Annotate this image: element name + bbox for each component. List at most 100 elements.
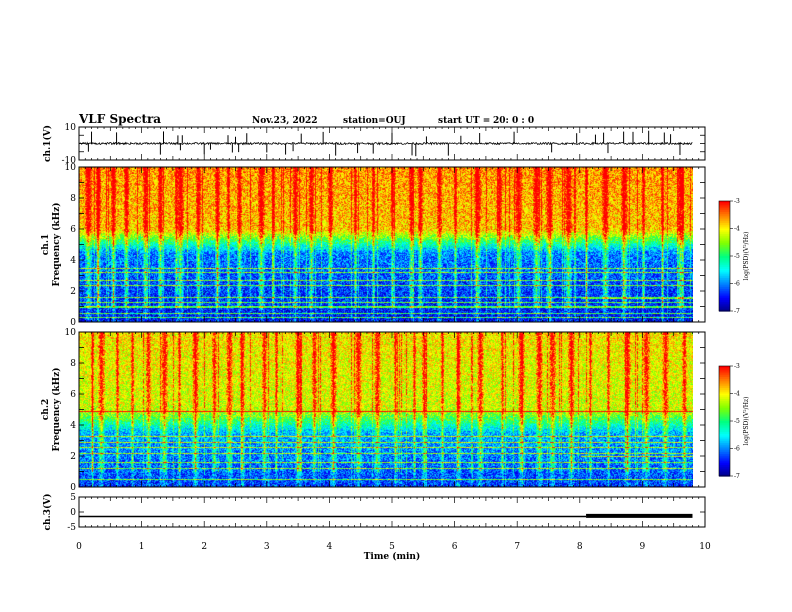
colorbar-segment [719, 459, 730, 462]
ch1-spec-y-tick-label: 10 [65, 163, 77, 173]
ch3-waveform-panel [79, 513, 693, 518]
colorbar-tick-label: -4 [734, 391, 740, 398]
station-label: station=OUJ [343, 116, 406, 126]
colorbar-tick-label: -4 [734, 226, 740, 233]
ch1-waveform-panel [78, 130, 693, 157]
ch2-spec-channel-label: ch.2 [41, 399, 51, 420]
colorbar-segment [719, 283, 730, 286]
colorbar-segment [719, 217, 730, 220]
colorbar-segment [719, 254, 730, 257]
colorbar-segment [719, 457, 730, 461]
colorbar-segment [719, 307, 730, 310]
colorbar-segment [719, 204, 730, 208]
colorbar-segment [719, 252, 730, 255]
colorbar-segment [719, 443, 730, 446]
date-label: Nov.23, 2022 [252, 116, 318, 126]
colorbar-segment [719, 241, 730, 244]
x-tick-label: 6 [452, 542, 458, 552]
colorbar-segment [719, 422, 730, 426]
colorbar-segment [719, 455, 730, 459]
colorbar-segment [719, 450, 730, 453]
colorbar-segment [719, 256, 730, 259]
ch1-spectrogram-panel [79, 167, 693, 322]
colorbar-segment [719, 303, 730, 307]
colorbar-segment [719, 263, 730, 266]
ch1-spec-ylabel: Frequency (kHz) [51, 202, 62, 286]
ch1-wave-y-tick-label: -10 [62, 156, 77, 166]
colorbar-segment [719, 397, 730, 400]
colorbar-segment [719, 411, 730, 415]
colorbar-segment [719, 377, 730, 380]
colorbar-segment [719, 261, 730, 264]
colorbar-segment [719, 417, 730, 420]
colorbar-segment [719, 237, 730, 241]
colorbar-segment [719, 278, 730, 281]
colorbar-segment [719, 208, 730, 211]
colorbar-segment [719, 463, 730, 466]
colorbar-segment [719, 400, 730, 404]
colorbar-segment [719, 309, 730, 312]
ch1-spec-channel-label: ch.1 [41, 234, 51, 255]
x-tick-label: 10 [699, 542, 711, 552]
x-tick-label: 0 [76, 542, 82, 552]
colorbar-segment [719, 367, 730, 371]
colorbar-segment [719, 296, 730, 299]
x-tick-label: 1 [139, 542, 145, 552]
colorbar-segment [719, 230, 730, 233]
colorbar-segment [719, 373, 730, 376]
colorbar-tick-label: -3 [734, 363, 740, 370]
ch2-spec-y-tick-label: 4 [70, 421, 76, 431]
colorbar-segment [719, 439, 730, 442]
ch1-waveform-ylabel: ch.1(V) [42, 125, 53, 162]
ch3-wave-y-tick-label: 5 [70, 493, 76, 503]
colorbar-segment [719, 435, 730, 439]
colorbar-segment [719, 257, 730, 261]
colorbar-segment [719, 285, 730, 288]
colorbar-segment [719, 301, 730, 305]
colorbar-segment [719, 444, 730, 448]
colorbar-segment [719, 386, 730, 389]
ch2-colorbar: -3 -4 -5 -6 -7 log(PSD)(V²/Hz) [718, 363, 750, 480]
colorbar-segment [719, 265, 730, 268]
colorbar-segment [719, 461, 730, 464]
colorbar-segment [719, 246, 730, 250]
colorbar-segment [719, 300, 730, 303]
colorbar-segment [719, 474, 730, 477]
x-axis-label: Time (min) [364, 551, 421, 562]
colorbar-segment [719, 272, 730, 275]
colorbar-segment [719, 454, 730, 457]
colorbar-segment [719, 465, 730, 468]
ch2-spec-y-tick-label: 0 [70, 483, 76, 493]
colorbar-segment [719, 219, 730, 222]
colorbar-tick-label: -7 [734, 308, 740, 315]
ch1-spec-y-tick-label: 0 [70, 318, 76, 328]
colorbar-segment [719, 391, 730, 395]
ch1-spec-y-tick-label: 2 [70, 287, 76, 297]
colorbar-segment [719, 259, 730, 263]
colorbar-segment [719, 389, 730, 393]
colorbar-segment [719, 399, 730, 402]
colorbar-segment [719, 421, 730, 424]
colorbar-segment [719, 245, 730, 248]
colorbar-segment [719, 270, 730, 274]
colorbar-segment [719, 287, 730, 290]
colorbar-segment [719, 384, 730, 387]
colorbar-tick-label: -6 [734, 446, 740, 453]
x-tick-label: 5 [389, 542, 395, 552]
colorbar-segment [719, 395, 730, 398]
colorbar-segment [719, 201, 730, 204]
colorbar-segment [719, 292, 730, 296]
x-tick-label: 7 [514, 542, 520, 552]
colorbar-segment [719, 212, 730, 215]
colorbar-segment [719, 224, 730, 228]
colorbar-segment [719, 404, 730, 407]
colorbar-segment [719, 433, 730, 437]
colorbar-segment [719, 428, 730, 431]
colorbar-segment [719, 221, 730, 224]
colorbar-segment [719, 235, 730, 239]
colorbar-segment [719, 448, 730, 451]
colorbar-segment [719, 437, 730, 440]
start-ut-value: 20: 0 : 0 [493, 116, 534, 126]
colorbar-segment [719, 410, 730, 413]
colorbar-tick-label: -7 [734, 473, 740, 480]
